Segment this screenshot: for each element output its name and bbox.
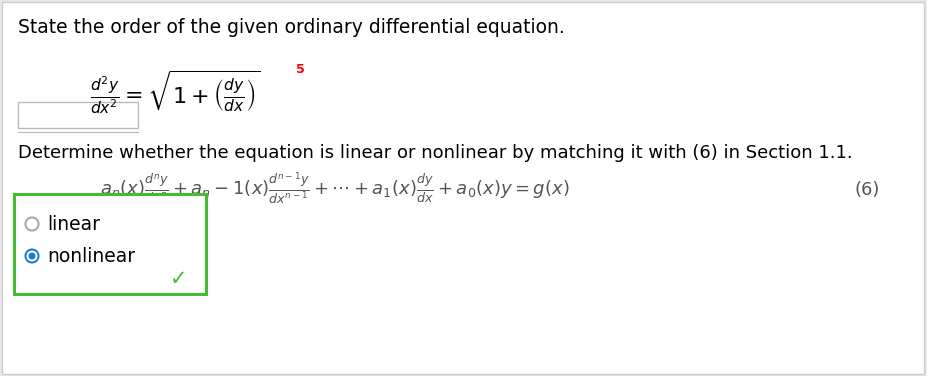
Circle shape (29, 253, 35, 259)
Text: linear: linear (47, 214, 100, 233)
Text: (6): (6) (854, 181, 880, 199)
Text: $\frac{d^2y}{dx^2} = \sqrt{1 + \left(\frac{dy}{dx}\right)}$: $\frac{d^2y}{dx^2} = \sqrt{1 + \left(\fr… (90, 68, 260, 116)
Text: ✓: ✓ (170, 269, 187, 289)
FancyBboxPatch shape (18, 102, 138, 128)
Circle shape (25, 217, 38, 230)
Text: $a_n(x)\frac{d^n y}{dx^n} + a_n - 1(x)\frac{d^{n-1}y}{dx^{n-1}} + \cdots + a_1(x: $a_n(x)\frac{d^n y}{dx^n} + a_n - 1(x)\f… (100, 171, 569, 207)
Text: $^{\mathbf{5}}$: $^{\mathbf{5}}$ (295, 65, 305, 83)
Text: State the order of the given ordinary differential equation.: State the order of the given ordinary di… (18, 18, 565, 37)
Text: Determine whether the equation is linear or nonlinear by matching it with (6) in: Determine whether the equation is linear… (18, 144, 852, 162)
Text: nonlinear: nonlinear (47, 247, 135, 265)
Circle shape (25, 250, 38, 262)
FancyBboxPatch shape (14, 194, 206, 294)
